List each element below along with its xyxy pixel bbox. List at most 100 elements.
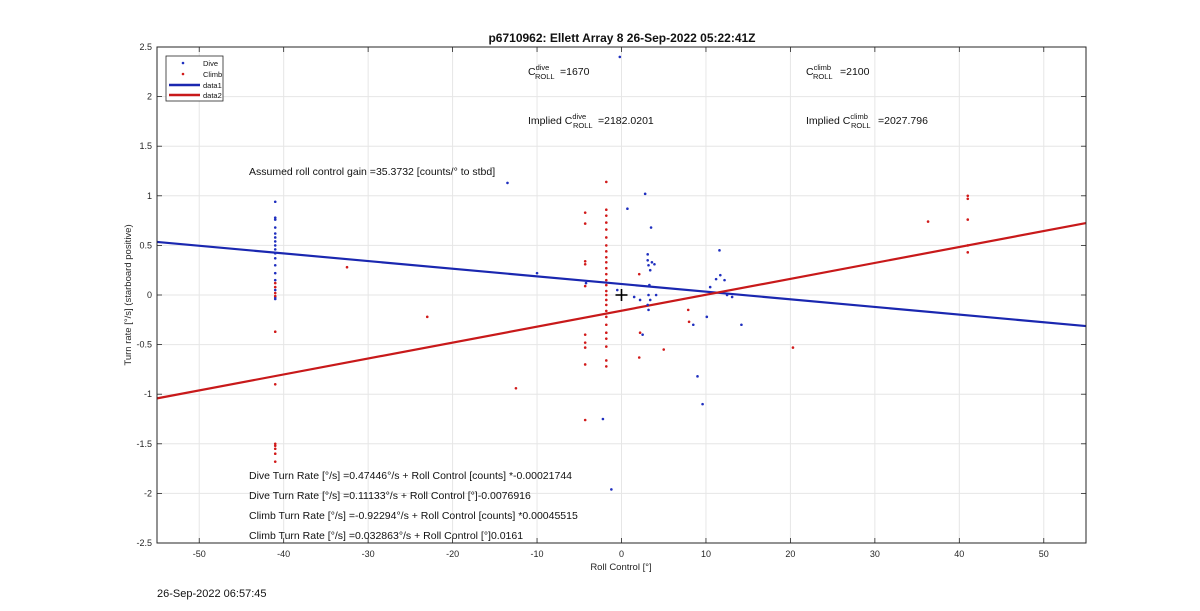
legend-box	[165, 55, 224, 102]
point-dive	[273, 236, 277, 239]
y-tick-label: -2	[144, 488, 152, 498]
point-dive	[718, 249, 721, 252]
point-dive	[273, 263, 277, 267]
legend-marker-climb	[181, 72, 185, 76]
legend-label-data2: data2	[203, 91, 222, 100]
fit-line-data2	[156, 221, 1087, 400]
point-dive	[654, 293, 658, 297]
point-climb	[583, 222, 587, 225]
point-climb	[604, 266, 608, 270]
point-dive	[701, 402, 704, 406]
point-dive	[691, 323, 695, 327]
point-dive	[730, 295, 734, 299]
fit-lines	[156, 221, 1087, 400]
x-tick-label: -30	[362, 549, 375, 559]
point-climb	[583, 346, 587, 349]
point-dive	[647, 308, 650, 312]
legend-label-data1: data1	[203, 81, 222, 90]
point-dive	[273, 297, 277, 301]
point-climb	[273, 382, 277, 386]
point-climb	[604, 221, 608, 224]
chart-title: p6710962: Ellett Array 8 26-Sep-2022 05:…	[488, 31, 755, 45]
point-climb	[604, 214, 608, 217]
point-climb	[273, 442, 277, 446]
x-tick-label: -10	[531, 549, 544, 559]
point-climb	[273, 447, 277, 451]
point-dive	[653, 262, 656, 266]
point-climb	[604, 337, 608, 340]
annotation-roll-gain: Assumed roll control gain =35.3732 [coun…	[249, 166, 495, 178]
point-dive	[273, 256, 277, 260]
point-dive	[610, 488, 613, 491]
annotation-c-dive: Cdive ROLL =1670	[528, 63, 590, 81]
point-climb	[604, 228, 608, 231]
point-climb	[966, 197, 970, 201]
y-tick-label: 2.5	[139, 42, 152, 52]
point-dive	[273, 216, 277, 219]
point-climb	[604, 345, 608, 348]
point-climb	[425, 315, 429, 319]
point-dive	[626, 207, 629, 210]
legend: Dive Climb data1 data2	[165, 55, 224, 102]
x-tick-label: -50	[193, 549, 206, 559]
point-climb	[604, 283, 608, 287]
y-tick-label: -0.5	[136, 340, 152, 350]
x-tick-label: 20	[785, 549, 795, 559]
point-climb	[966, 194, 970, 198]
point-climb	[514, 386, 518, 390]
legend-label-dive: Dive	[203, 59, 218, 68]
point-dive	[650, 260, 654, 264]
point-climb	[604, 260, 608, 264]
x-tick-label: 10	[701, 549, 711, 559]
origin-plus-marker	[615, 289, 628, 301]
x-tick-label: 40	[954, 549, 964, 559]
point-climb	[604, 359, 608, 362]
point-dive	[273, 248, 277, 251]
fit-equation-climb-degrees: Climb Turn Rate [°/s] =0.032863°/s + Rol…	[249, 530, 523, 542]
axes-box	[156, 46, 1087, 544]
point-dive	[273, 226, 277, 229]
y-tick-label: 2	[147, 92, 152, 102]
y-tick-label: -2.5	[136, 538, 152, 548]
point-climb	[345, 265, 349, 269]
point-dive	[646, 253, 649, 256]
axis-ticks: -50 -40 -30 -20 -10 0 10 20 30 40 50-2.5-2-1.5-1-0…	[136, 42, 1086, 559]
point-climb	[638, 331, 642, 334]
point-dive	[618, 55, 622, 59]
point-climb	[604, 278, 608, 282]
point-dive	[601, 417, 605, 421]
point-climb	[662, 348, 666, 351]
y-tick-label: 1	[147, 191, 152, 201]
point-climb	[583, 262, 587, 266]
footer-timestamp: 26-Sep-2022 06:57:45	[157, 588, 267, 600]
point-climb	[273, 460, 277, 463]
point-climb	[686, 308, 690, 312]
point-dive	[646, 303, 649, 307]
point-climb	[273, 330, 277, 334]
data-points	[273, 55, 970, 491]
point-climb	[604, 365, 608, 368]
x-axis-label: Roll Control [°]	[590, 562, 651, 573]
point-climb	[604, 293, 608, 297]
point-climb	[583, 418, 587, 422]
point-dive	[273, 240, 277, 243]
point-climb	[273, 452, 277, 456]
point-dive	[638, 298, 642, 302]
x-tick-label: 30	[870, 549, 880, 559]
point-dive	[723, 278, 726, 282]
fit-equation-dive-degrees: Dive Turn Rate [°/s] =0.11133°/s + Roll …	[249, 490, 531, 502]
x-tick-label: -40	[277, 549, 290, 559]
point-dive	[648, 283, 651, 287]
annotation-implied-climb: Implied Cclimb ROLL =2027.796	[806, 112, 928, 130]
point-climb	[604, 208, 608, 211]
point-dive	[646, 258, 649, 262]
y-tick-label: -1	[144, 389, 152, 399]
point-climb	[273, 444, 277, 448]
point-climb	[604, 298, 608, 302]
point-dive	[632, 295, 636, 299]
point-climb	[583, 259, 587, 263]
point-climb	[604, 236, 608, 239]
point-dive	[584, 281, 588, 285]
point-dive	[647, 293, 650, 297]
